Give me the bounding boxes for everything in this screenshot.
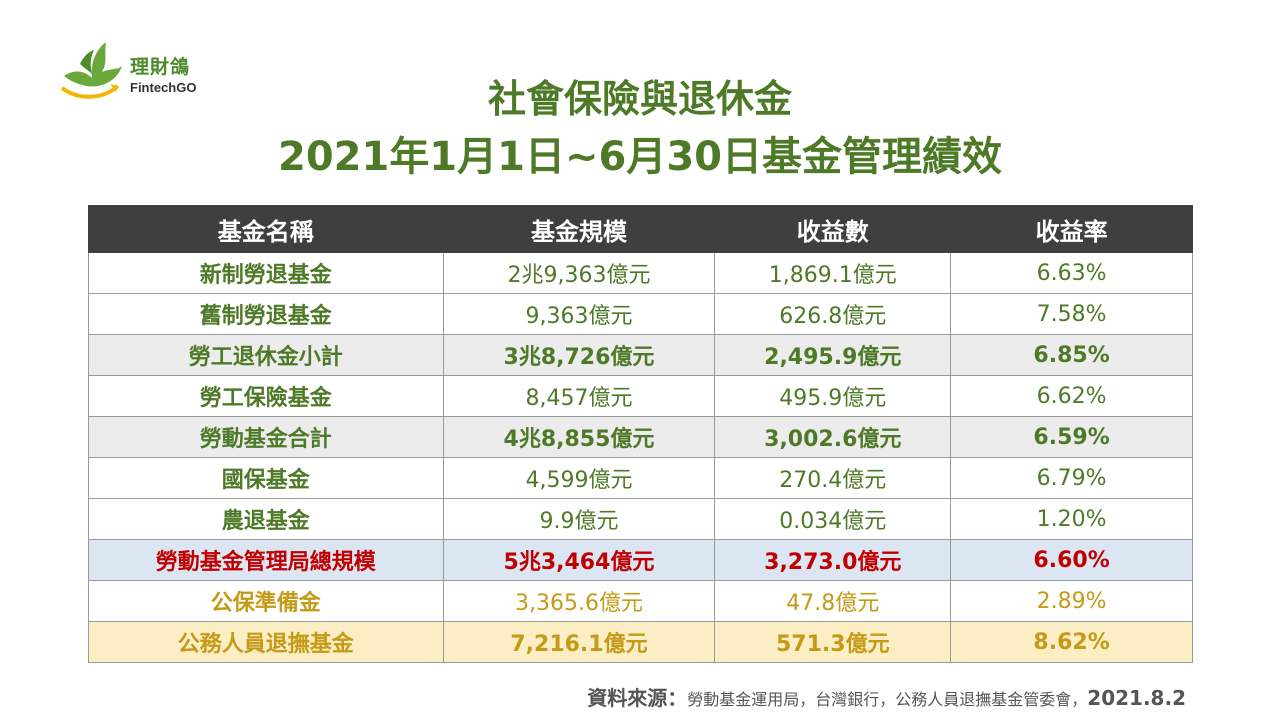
return-rate-cell: 2.89%	[950, 580, 1193, 622]
source-note: 資料來源：勞動基金運用局，台灣銀行，公務人員退撫基金管委會，2021.8.2	[0, 682, 1186, 711]
return-rate-cell: 7.58%	[950, 293, 1193, 335]
source-text: 勞動基金運用局，台灣銀行，公務人員退撫基金管委會，	[687, 690, 1088, 709]
fund-name-cell: 勞工保險基金	[88, 375, 444, 417]
income-cell: 571.3億元	[714, 621, 952, 663]
table-row: 公保準備金 3,365.6億元 47.8億元 2.89%	[88, 580, 1193, 622]
income-cell: 0.034億元	[714, 498, 952, 540]
table-row: 農退基金 9.9億元 0.034億元 1.20%	[88, 498, 1193, 540]
header-return-rate: 收益率	[950, 205, 1193, 253]
fund-size-cell: 5兆3,464億元	[442, 539, 716, 581]
return-rate-cell: 1.20%	[950, 498, 1193, 540]
fund-name-cell: 農退基金	[88, 498, 444, 540]
table-row: 勞動基金管理局總規模 5兆3,464億元 3,273.0億元 6.60%	[88, 539, 1193, 581]
page-title: 社會保險與退休金	[487, 77, 792, 121]
income-cell: 270.4億元	[714, 457, 952, 499]
return-rate-cell: 6.59%	[950, 416, 1193, 458]
dove-icon	[60, 42, 122, 99]
fund-name-cell: 舊制勞退基金	[88, 293, 444, 335]
income-cell: 626.8億元	[714, 293, 952, 335]
return-rate-cell: 6.63%	[950, 252, 1193, 294]
fund-name-cell: 國保基金	[88, 457, 444, 499]
return-rate-cell: 8.62%	[950, 621, 1193, 663]
fund-size-cell: 4兆8,855億元	[442, 416, 716, 458]
fintechgo-logo: 理財鴿 FintechGO	[58, 38, 218, 108]
return-rate-cell: 6.60%	[950, 539, 1193, 581]
fund-size-cell: 9,363億元	[442, 293, 716, 335]
fund-size-cell: 2兆9,363億元	[442, 252, 716, 294]
fund-name-cell: 勞動基金管理局總規模	[88, 539, 444, 581]
return-rate-cell: 6.79%	[950, 457, 1193, 499]
fund-size-cell: 3,365.6億元	[442, 580, 716, 622]
fund-name-cell: 公保準備金	[88, 580, 444, 622]
table-row: 勞動基金合計 4兆8,855億元 3,002.6億元 6.59%	[88, 416, 1193, 458]
fund-name-cell: 勞工退休金小計	[88, 334, 444, 376]
table-row: 國保基金 4,599億元 270.4億元 6.79%	[88, 457, 1193, 499]
fund-performance-table: 基金名稱 基金規模 收益數 收益率 新制勞退基金 2兆9,363億元 1,869…	[88, 205, 1193, 663]
table-row: 勞工退休金小計 3兆8,726億元 2,495.9億元 6.85%	[88, 334, 1193, 376]
income-cell: 495.9億元	[714, 375, 952, 417]
logo-name: 理財鴿	[130, 56, 191, 78]
fund-size-cell: 4,599億元	[442, 457, 716, 499]
header-fund-name: 基金名稱	[88, 205, 444, 253]
return-rate-cell: 6.85%	[950, 334, 1193, 376]
header-fund-size: 基金規模	[442, 205, 716, 253]
fund-name-cell: 公務人員退撫基金	[88, 621, 444, 663]
table-row: 舊制勞退基金 9,363億元 626.8億元 7.58%	[88, 293, 1193, 335]
page-subtitle: 2021年1月1日~6月30日基金管理績效	[277, 134, 1002, 180]
return-rate-cell: 6.62%	[950, 375, 1193, 417]
income-cell: 47.8億元	[714, 580, 952, 622]
source-label: 資料來源：	[587, 686, 688, 710]
fund-size-cell: 8,457億元	[442, 375, 716, 417]
income-cell: 2,495.9億元	[714, 334, 952, 376]
header-income: 收益數	[714, 205, 952, 253]
fund-size-cell: 7,216.1億元	[442, 621, 716, 663]
table-row: 勞工保險基金 8,457億元 495.9億元 6.62%	[88, 375, 1193, 417]
income-cell: 3,273.0億元	[714, 539, 952, 581]
table-header-row: 基金名稱 基金規模 收益數 收益率	[88, 205, 1193, 253]
fund-name-cell: 勞動基金合計	[88, 416, 444, 458]
table-row: 公務人員退撫基金 7,216.1億元 571.3億元 8.62%	[88, 621, 1193, 663]
fund-size-cell: 9.9億元	[442, 498, 716, 540]
logo-sub: FintechGO	[130, 80, 197, 95]
source-date: 2021.8.2	[1087, 686, 1186, 710]
income-cell: 1,869.1億元	[714, 252, 952, 294]
table-row: 新制勞退基金 2兆9,363億元 1,869.1億元 6.63%	[88, 252, 1193, 294]
fund-size-cell: 3兆8,726億元	[442, 334, 716, 376]
fund-name-cell: 新制勞退基金	[88, 252, 444, 294]
income-cell: 3,002.6億元	[714, 416, 952, 458]
